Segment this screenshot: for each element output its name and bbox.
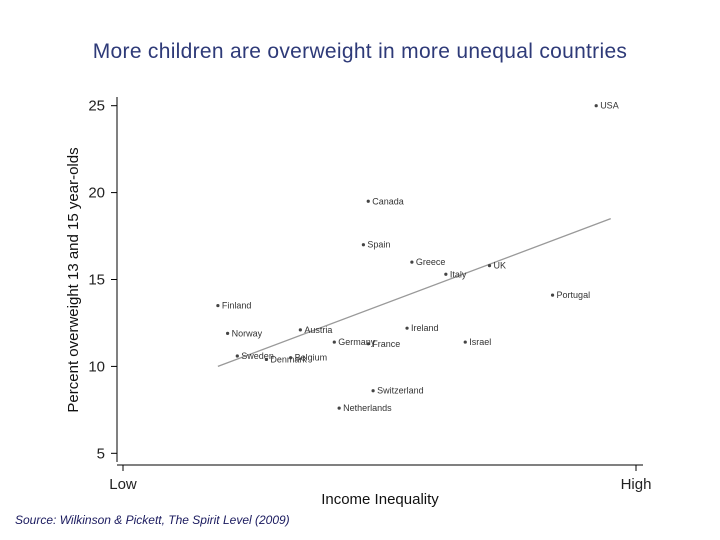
y-tick-label: 25 [88,98,105,115]
point-label: Norway [232,328,263,338]
data-point: Portugal [550,290,591,300]
point-label: Belgium [295,353,328,363]
point-marker [361,243,365,247]
data-point: Italy [444,269,467,279]
point-label: UK [494,261,507,271]
y-tick-label: 15 [88,272,105,289]
point-marker [594,104,598,108]
data-point: Canada [366,196,404,206]
data-point: Spain [361,240,390,250]
point-label: France [372,339,400,349]
y-axis-label: Percent overweight 13 and 15 year-olds [65,147,82,412]
data-point: UK [487,261,507,271]
point-marker [410,260,414,264]
data-point: Israel [463,337,491,347]
point-marker [550,293,555,297]
point-label: Denmark [270,354,307,364]
point-marker [463,340,467,344]
data-point: Belgium [289,353,327,363]
data-point: Netherlands [337,403,392,413]
source-citation: Source: Wilkinson & Pickett, The Spirit … [15,513,290,527]
data-point: Sweden [235,351,274,361]
point-label: Spain [367,240,390,250]
x-ticks: Low High [109,465,651,493]
point-marker [444,272,448,276]
point-marker [371,389,375,393]
point-label: Greece [416,257,446,267]
data-point: Austria [298,325,332,335]
data-point: Norway [226,328,263,338]
y-tick-label: 20 [88,185,105,202]
data-point: Greece [410,257,445,267]
point-label: Netherlands [343,403,392,413]
y-tick-label: 5 [97,445,105,462]
point-label: Sweden [241,351,274,361]
point-label: Germany [338,337,376,347]
data-point: Denmark [264,354,307,364]
point-label: Italy [450,269,467,279]
point-label: USA [600,101,619,111]
point-marker [487,263,492,268]
point-marker [405,326,409,330]
point-label: Canada [372,196,404,206]
point-marker [216,303,220,308]
point-label: Switzerland [377,386,424,396]
data-point: Germany [332,337,376,347]
data-point: Ireland [405,323,439,333]
data-points: USA Canada Spain Greece Italy UK Portugal Finla… [216,101,619,413]
chart-title: More children are overweight in more une… [92,40,628,63]
point-marker [337,406,341,410]
point-marker [366,199,370,203]
point-marker [289,356,293,360]
point-marker [264,357,268,362]
y-tick-label: 10 [88,358,105,375]
point-label: Ireland [411,323,439,333]
point-marker [366,342,370,346]
point-marker [226,331,230,335]
point-label: Austria [304,325,332,335]
data-point: Switzerland [371,386,424,396]
point-marker [235,354,239,358]
data-point: France [366,339,400,349]
data-point: Finland [216,301,251,311]
x-tick-label: High [621,476,652,493]
trend-line [217,218,611,368]
point-marker [332,340,336,344]
point-marker [298,328,302,332]
point-label: Finland [222,301,252,311]
y-ticks: 5 10 15 20 25 [88,98,117,462]
point-label: Israel [469,337,491,347]
point-label: Portugal [557,290,591,300]
data-point: USA [594,101,619,111]
x-tick-label: Low [109,476,137,493]
x-axis-label: Income Inequality [321,491,439,508]
